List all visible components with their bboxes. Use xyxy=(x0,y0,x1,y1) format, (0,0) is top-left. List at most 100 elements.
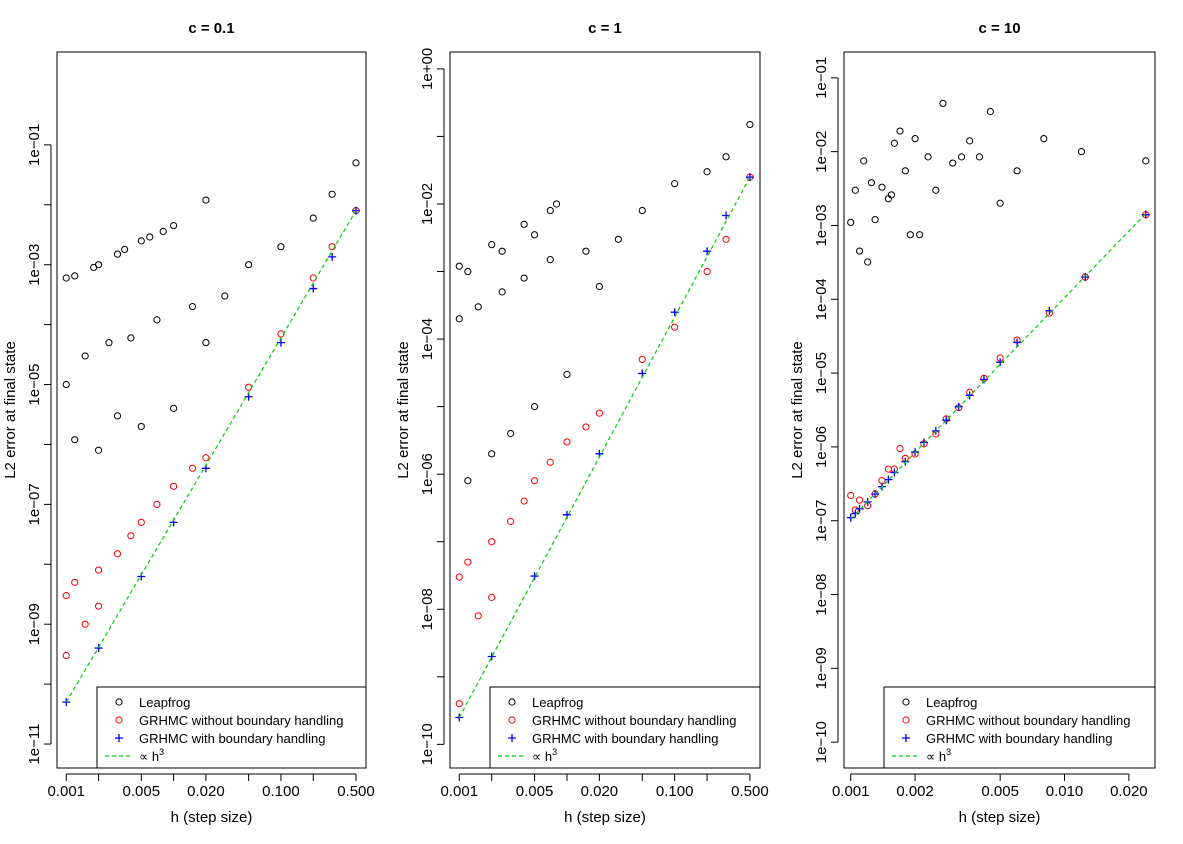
data-point xyxy=(901,457,910,466)
data-point xyxy=(846,513,855,522)
y-axis-label: L2 error at final state xyxy=(789,341,806,479)
data-point xyxy=(113,550,122,558)
chart-panel-1: c = 0.1 h (step size) L2 error at final st… xyxy=(2,20,375,826)
data-point xyxy=(1040,135,1048,143)
data-point xyxy=(276,338,285,347)
data-point xyxy=(530,477,539,485)
legend-marker xyxy=(902,734,910,742)
data-point xyxy=(245,383,253,391)
legend: Leapfrog GRHMC without boundary handling G… xyxy=(96,686,367,769)
legend-label: GRHMC with boundary handling xyxy=(926,731,1112,746)
x-tick-label: 0.005 xyxy=(981,783,1019,800)
data-point xyxy=(896,127,904,135)
y-tick-label: 1e−05 xyxy=(813,352,830,394)
data-point xyxy=(188,302,197,311)
y-tick-label: 1e−01 xyxy=(26,124,43,166)
chart-panel-3: c = 10 h (step size) L2 error at final sta… xyxy=(789,20,1156,826)
data-point xyxy=(62,592,70,600)
data-point xyxy=(309,214,317,222)
data-point xyxy=(546,256,554,264)
data-point xyxy=(488,241,496,249)
data-point xyxy=(159,227,167,235)
data-point xyxy=(871,216,879,224)
data-point xyxy=(153,500,161,508)
y-tick-label: 1e−10 xyxy=(813,721,830,763)
data-point xyxy=(455,700,463,708)
data-point xyxy=(847,491,855,500)
data-point xyxy=(202,454,210,462)
data-point xyxy=(137,237,145,245)
data-point xyxy=(878,183,886,191)
y-axis-label: L2 error at final state xyxy=(395,341,412,479)
reference-line xyxy=(65,210,357,703)
data-point xyxy=(939,99,947,108)
legend-label: GRHMC without boundary handling xyxy=(926,713,1131,728)
data-point xyxy=(1142,157,1150,165)
legend-label: Leapfrog xyxy=(139,695,190,710)
legend: Leapfrog GRHMC without boundary handling G… xyxy=(883,686,1156,769)
data-point xyxy=(1013,167,1021,175)
data-point xyxy=(884,475,893,484)
data-point xyxy=(595,409,603,417)
series-grhmc-without-boundary-handling xyxy=(455,173,754,708)
legend: Leapfrog GRHMC without boundary handling G… xyxy=(489,686,761,769)
legend-label: Leapfrog xyxy=(532,695,583,710)
data-point xyxy=(722,235,730,243)
data-point xyxy=(745,173,754,182)
data-point xyxy=(932,186,940,194)
y-tick-label: 1e−03 xyxy=(26,244,43,286)
data-point xyxy=(1141,210,1150,219)
y-tick-label: 1e−06 xyxy=(419,453,436,495)
legend-marker xyxy=(115,698,123,706)
data-point xyxy=(62,698,71,707)
data-point xyxy=(722,153,730,161)
data-point xyxy=(352,159,360,167)
data-point xyxy=(464,477,472,485)
series-h xyxy=(65,210,357,703)
x-axis-label: h (step size) xyxy=(171,809,253,826)
data-point xyxy=(153,316,161,324)
data-point xyxy=(530,231,539,239)
data-point xyxy=(867,179,876,187)
data-point xyxy=(563,370,571,378)
data-point xyxy=(957,153,966,161)
x-tick-label: 0.005 xyxy=(516,783,554,800)
y-tick-label: 1e−06 xyxy=(813,426,830,468)
data-point xyxy=(746,120,754,129)
data-point xyxy=(127,532,135,540)
data-point xyxy=(546,458,554,466)
legend-marker xyxy=(508,716,516,724)
data-point xyxy=(62,380,70,389)
y-tick-label: 1e−04 xyxy=(419,318,436,360)
data-point xyxy=(464,267,472,276)
data-point xyxy=(113,412,122,420)
legend-label: Leapfrog xyxy=(926,695,977,710)
data-point xyxy=(671,180,679,188)
legend-label: GRHMC without boundary handling xyxy=(139,713,344,728)
x-tick-label: 0.001 xyxy=(47,783,85,800)
y-tick-label: 1e−07 xyxy=(813,500,830,542)
legend-label: ∝ h3 xyxy=(926,747,951,764)
data-point xyxy=(455,315,463,323)
data-point xyxy=(614,235,622,243)
data-point xyxy=(507,517,515,525)
data-point xyxy=(328,190,336,198)
data-point xyxy=(582,423,590,431)
data-point xyxy=(137,518,145,527)
data-point xyxy=(81,352,89,360)
x-axis-label: h (step size) xyxy=(564,809,646,826)
data-point xyxy=(188,464,197,472)
data-point xyxy=(309,284,318,293)
series-leapfrog xyxy=(847,99,1150,266)
data-point xyxy=(94,261,103,269)
data-point xyxy=(901,167,909,175)
data-point xyxy=(949,159,957,167)
plot-frame xyxy=(843,51,1156,769)
data-point xyxy=(996,199,1004,207)
data-point xyxy=(855,247,864,255)
x-tick-label: 0.020 xyxy=(187,783,225,800)
data-point xyxy=(966,137,974,145)
y-tick-label: 1e+00 xyxy=(419,48,436,90)
y-axis-label: L2 error at final state xyxy=(2,341,19,479)
data-point xyxy=(105,339,113,347)
